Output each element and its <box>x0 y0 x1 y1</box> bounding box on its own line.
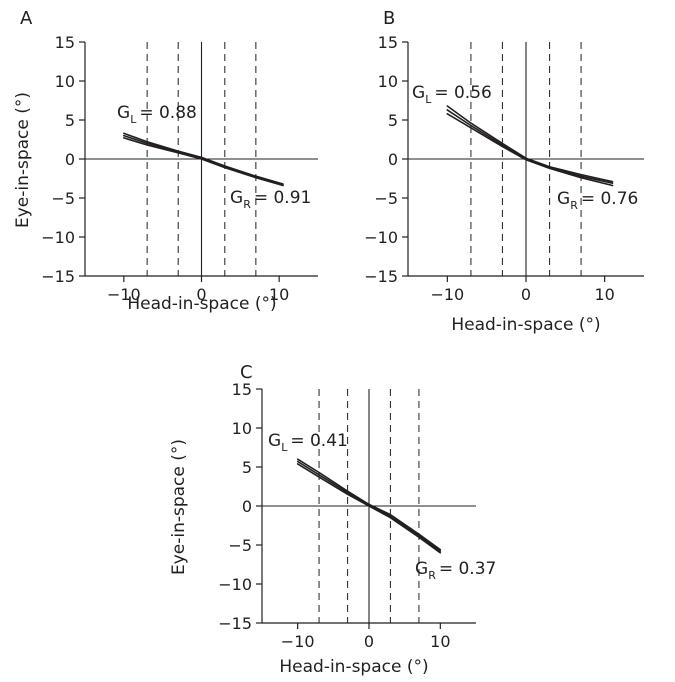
panel-a-x-tick-label: 0 <box>196 285 206 304</box>
panel-b-plot: −15 −10 −5 0 5 10 15 −10 0 10 <box>364 33 644 304</box>
panel-a-gain-left: GL = 0.88 <box>117 103 197 126</box>
panel-a-plot: −15 −10 −5 0 5 10 15 −10 0 10 <box>41 33 318 304</box>
panel-a-y-tick-label: 5 <box>65 111 75 130</box>
panel-b-y-tick-label: 5 <box>388 111 398 130</box>
panel-c-gain-left-subscript: L <box>281 441 288 454</box>
panel-c-y-tick-label: 10 <box>232 419 252 438</box>
panel-c-gain-right: GR = 0.37 <box>415 559 496 582</box>
panel-a-y-tick-label: 0 <box>65 150 75 169</box>
panel-c-plot: −15 −10 −5 0 5 10 15 −10 0 10 <box>218 380 476 651</box>
panel-c-x-axis-title: Head-in-space (°) <box>279 657 428 677</box>
panel-c-y-tick-label: −10 <box>218 575 252 594</box>
panel-letter-b: B <box>383 8 395 29</box>
panel-c-gain-left-value: = 0.41 <box>290 431 348 451</box>
panel-c-trace <box>296 463 442 554</box>
panel-a-y-tick-label: −5 <box>51 189 75 208</box>
panel-b-gain-right-value: = 0.76 <box>581 189 639 209</box>
panel-b-gain-right: GR = 0.76 <box>557 189 638 212</box>
panel-c-y-tick-label: 5 <box>242 458 252 477</box>
panel-c-y-tick-label: 15 <box>232 380 252 399</box>
panel-a-y-tick-label: −15 <box>41 267 75 286</box>
panel-a: A −15 −10 −5 0 5 10 15 −10 0 10 Head-in-space (°)… <box>13 8 318 314</box>
panel-b-gain-right-subscript: R <box>570 199 578 212</box>
panel-c-x-tick-label: 10 <box>430 632 450 651</box>
panel-c-y-axis-title: Eye-in-space (°) <box>169 439 189 575</box>
panel-b-y-tick-label: −10 <box>364 228 398 247</box>
panel-a-y-tick-label: 10 <box>55 72 75 91</box>
panel-c-y-tick-label: −15 <box>218 614 252 633</box>
panel-c-x-tick-label: −10 <box>281 632 315 651</box>
panel-c-gain-left-symbol: G <box>268 431 281 451</box>
panel-a-x-tick-label: 10 <box>269 285 289 304</box>
panel-a-gain-right-symbol: G <box>230 188 243 208</box>
panel-a-trace <box>123 137 284 187</box>
panel-a-y-tick-label: 15 <box>55 33 75 52</box>
panel-a-gain-left-subscript: L <box>130 113 137 126</box>
panel-a-y-axis-title: Eye-in-space (°) <box>13 92 33 228</box>
panel-b-gain-left-symbol: G <box>412 83 425 103</box>
panel-b-y-tick-label: 0 <box>388 150 398 169</box>
panel-b-trace <box>446 113 614 187</box>
panel-letter-c: C <box>240 362 253 383</box>
panel-b-trace <box>446 105 614 183</box>
panel-b-gain-left-value: = 0.56 <box>434 83 492 103</box>
panel-b-x-tick-label: 0 <box>521 285 531 304</box>
panel-b-gain-right-symbol: G <box>557 189 570 209</box>
panel-b-y-tick-label: 15 <box>378 33 398 52</box>
panel-c: C −15 −10 −5 0 5 10 15 −10 0 10 Head-in-space (°)… <box>169 362 496 677</box>
panel-c-y-tick-label: −5 <box>228 536 252 555</box>
panel-c-gain-right-value: = 0.37 <box>439 559 497 579</box>
panel-c-x-tick-label: 0 <box>364 632 374 651</box>
panel-b-y-tick-label: −5 <box>374 189 398 208</box>
panel-b-x-tick-label: −10 <box>430 285 464 304</box>
panel-a-gain-right-value: = 0.91 <box>254 188 312 208</box>
panel-a-y-tick-label: −10 <box>41 228 75 247</box>
panel-a-gain-right-subscript: R <box>243 198 251 211</box>
panel-a-gain-left-value: = 0.88 <box>139 103 197 123</box>
panel-letter-a: A <box>20 8 33 29</box>
panel-b-y-tick-label: −15 <box>364 267 398 286</box>
panel-b-trace <box>446 109 614 184</box>
panel-b-x-axis-title: Head-in-space (°) <box>451 315 600 335</box>
panel-a-x-tick-label: −10 <box>107 285 141 304</box>
panel-b-x-tick-label: 10 <box>594 285 614 304</box>
panel-c-gain-left: GL = 0.41 <box>268 431 348 454</box>
panel-b: B −15 −10 −5 0 5 10 15 −10 0 10 Head-in-space (°)… <box>364 8 644 335</box>
panel-c-y-tick-label: 0 <box>242 497 252 516</box>
panel-a-gain-right: GR = 0.91 <box>230 188 311 211</box>
panel-b-gain-left-subscript: L <box>425 93 432 106</box>
panel-a-x-axis-title: Head-in-space (°) <box>127 294 276 314</box>
panel-b-y-tick-label: 10 <box>378 72 398 91</box>
panel-c-gain-right-subscript: R <box>428 569 436 582</box>
panel-c-gain-right-symbol: G <box>415 559 428 579</box>
panel-a-gain-left-symbol: G <box>117 103 130 123</box>
panel-b-gain-left: GL = 0.56 <box>412 83 492 106</box>
